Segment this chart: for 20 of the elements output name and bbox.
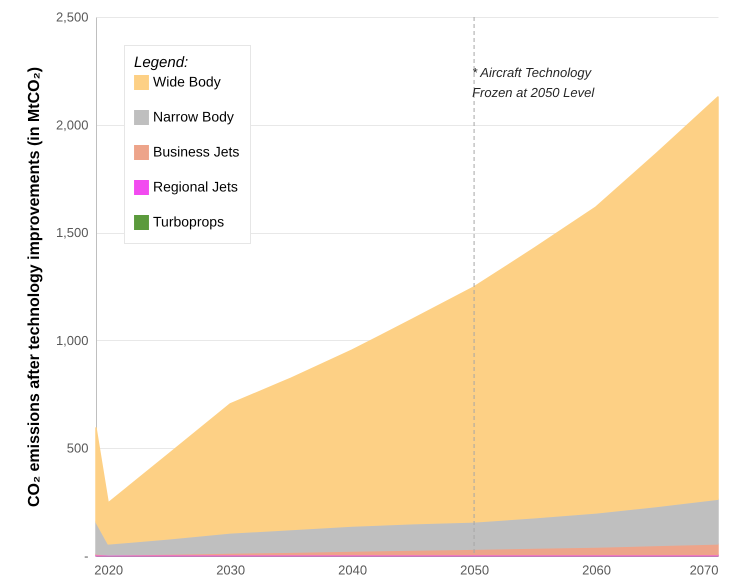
y-tick-label: 1,500 bbox=[56, 225, 88, 240]
x-tick-label: 2060 bbox=[582, 562, 611, 578]
legend-label: Business Jets bbox=[153, 144, 240, 160]
legend-label: Narrow Body bbox=[153, 108, 234, 124]
x-tick-label: 2020 bbox=[94, 562, 124, 578]
y-tick-label: 2,000 bbox=[56, 117, 88, 132]
ref-line-label: * Aircraft Technology Frozen at 2050 Level bbox=[472, 65, 596, 100]
legend-title: Legend: bbox=[134, 54, 188, 71]
legend-label: Regional Jets bbox=[153, 178, 238, 194]
x-tick-label: 2070 bbox=[690, 562, 718, 578]
x-tick-label: 2040 bbox=[338, 562, 368, 578]
legend-label: Wide Body bbox=[153, 74, 221, 90]
y-tick-label: 500 bbox=[66, 440, 88, 456]
y-tick-label: - bbox=[84, 548, 88, 564]
x-tick-label: 2050 bbox=[460, 562, 490, 578]
y-tick-label: 2,500 bbox=[56, 10, 88, 24]
x-tick-label: 2030 bbox=[216, 562, 246, 578]
y-axis-title: CO₂ emissions after technology improvements (in MtCO₂) bbox=[26, 66, 43, 508]
legend-label: Turboprops bbox=[153, 214, 224, 230]
y-tick-label: 1,000 bbox=[56, 332, 88, 348]
